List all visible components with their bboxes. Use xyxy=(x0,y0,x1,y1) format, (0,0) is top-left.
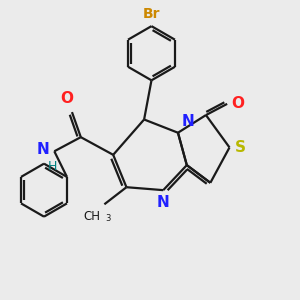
Text: O: O xyxy=(232,96,244,111)
Text: S: S xyxy=(235,140,246,155)
Text: N: N xyxy=(157,195,169,210)
Text: O: O xyxy=(60,91,73,106)
Text: 3: 3 xyxy=(105,214,110,223)
Text: H: H xyxy=(47,160,57,173)
Text: N: N xyxy=(36,142,49,157)
Text: Br: Br xyxy=(143,7,160,21)
Text: CH: CH xyxy=(84,210,101,223)
Text: N: N xyxy=(182,114,194,129)
